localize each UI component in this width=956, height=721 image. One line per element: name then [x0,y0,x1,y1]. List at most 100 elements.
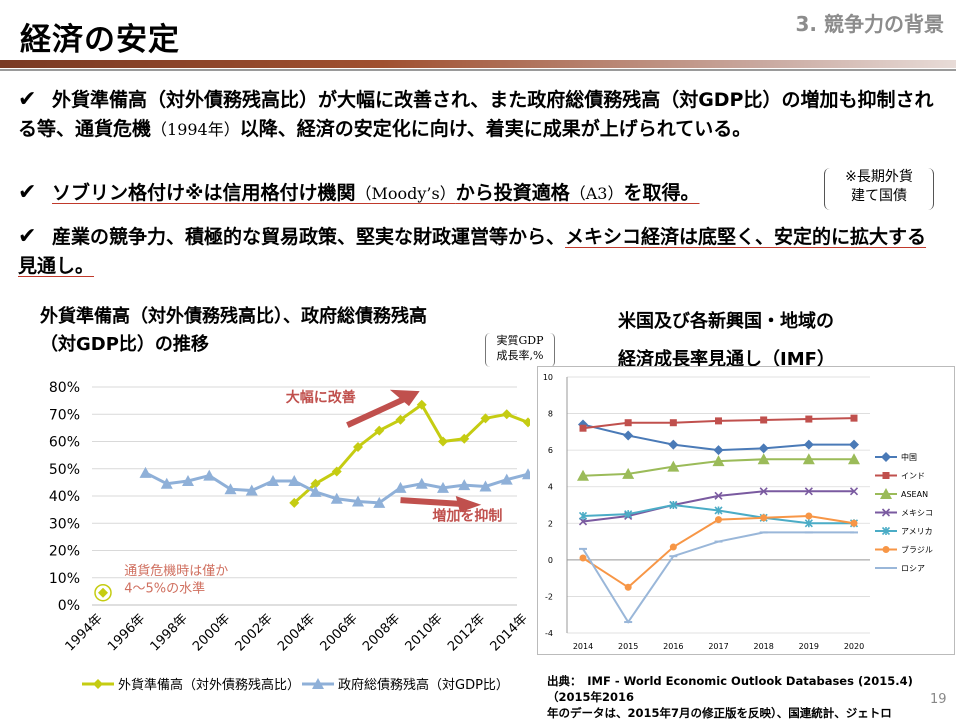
bullet-1-text-c: 以降、経済の安定化に向け、着実に成果が上げられている。 [239,118,752,140]
x-tick-label: 2002年 [233,611,276,654]
y-tick-label: 0 [548,556,553,565]
source-line-2: 年のデータは、2015年7月の修正版を反映）、国連統計、ジェトロ [547,706,892,720]
legend-marker [881,452,891,462]
data-point [622,467,635,479]
annotation-crisis-line-1: 通貨危機時は僅か [124,563,228,579]
x-tick-label: 2018 [753,642,773,651]
bullet-2: ✔ ソブリン格付け※は信用格付け機関（Moody’s）から投資適格（A3）を取得。 [18,178,818,208]
data-point [331,466,342,477]
bullet-3-text-a: 産業の競争力、積極的な貿易政策、堅実な財政運営等から、 [52,226,566,248]
data-point [267,475,279,487]
y-tick-label: 10 [543,373,553,382]
data-point [712,455,725,467]
annotation-crisis-line-2: 4〜5%の水準 [124,581,205,597]
data-point [759,531,768,534]
right-chart-frame [537,366,955,655]
unit-note-line-1: 実質GDP [496,334,544,347]
x-tick-label: 2000年 [190,611,233,654]
x-tick-label: 2014 [573,642,593,651]
data-point [624,510,633,519]
data-point [669,500,678,510]
data-point [803,439,814,450]
footnote-box: ※長期外貨 建て国債 [824,168,934,210]
legend-label: 政府総債務残高（対GDP比） [338,677,509,693]
x-tick-label: 2004年 [275,611,318,654]
data-point [522,468,530,480]
data-point [667,460,680,472]
x-tick-label: 2015 [618,642,638,651]
legend-label: メキシコ [901,509,933,518]
right-chart-title-line-1: 米国及び各新興国・地域の [618,311,834,332]
x-tick-label: 1996年 [105,611,148,654]
data-point [850,531,858,534]
legend-label: 中国 [901,452,917,462]
data-point [577,469,589,481]
data-point [373,496,386,508]
data-point [415,477,428,489]
legend-marker [881,526,891,536]
bullet-1-text-b: （1994年） [151,120,240,139]
data-point [500,473,513,485]
bullet-2-text-a: ソブリン格付け※は信用格付け機関 [52,182,356,204]
annotation-restrain: 増加を抑制 [432,508,502,525]
data-point [805,415,813,423]
data-point [758,443,769,454]
series-line [582,531,854,624]
bullet-2-text-b: （Moody’s） [355,184,456,203]
data-point [245,484,258,496]
bullet-2-text-c: から投資適格 [455,182,570,204]
data-point [579,547,587,550]
data-point [224,483,237,495]
x-tick-label: 1998年 [148,611,191,654]
data-point [714,506,723,515]
y-tick-label: 70% [49,407,80,423]
data-point [203,469,216,481]
data-point [759,487,768,496]
data-point [760,514,768,522]
right-chart-title-line-2: 経済成長率見通し（IMF） [618,349,835,370]
data-point [459,433,470,444]
series-line [582,514,855,589]
legend-marker [882,472,890,479]
data-point [438,436,448,447]
y-tick-label: 8 [548,410,553,419]
footnote-line-1: ※長期外貨 [845,169,913,185]
data-point [802,453,815,465]
legend-label: 外貨準備高（対外債務残高比） [118,677,300,693]
data-point [624,419,632,427]
data-point [848,453,860,465]
data-point [669,543,677,551]
legend-label: ブラジル [901,545,933,555]
left-chart-title-line-1: 外貨準備高（対外債務残高比）、政府総債務残高 [40,306,427,327]
legend-label: ASEAN [901,490,928,499]
data-point [139,466,152,478]
data-point [804,519,813,528]
data-point [579,424,587,432]
legend-label: アメリカ [901,527,933,536]
data-point [849,439,859,450]
check-icon: ✔ [18,180,37,205]
x-tick-label: 2014年 [488,611,530,654]
legend-label: ロシア [901,564,925,573]
data-point [713,445,724,456]
data-point [624,621,633,624]
series-line [293,402,529,504]
y-tick-label: 60% [49,435,80,451]
x-tick-label: 2008年 [360,611,403,654]
data-point [289,497,300,508]
data-point [850,519,858,527]
data-point [330,492,343,504]
data-point [288,475,301,487]
data-point [715,516,722,524]
improve-arrow-head [389,389,420,407]
source-line-1: 出典： IMF - World Economic Outlook Databas… [547,674,913,704]
legend-marker [881,508,891,517]
x-tick-label: 2012年 [445,611,488,654]
point-1994 [98,587,108,598]
x-tick-label: 2016 [663,642,683,651]
legend-marker [882,546,890,553]
bullet-2-text-e: を取得。 [623,182,700,204]
data-point [714,491,723,500]
left-chart-title-line-2: （対GDP比）の推移 [40,334,209,355]
right-chart: 10 8 6 4 2 0 -2 -4 2014 2015 2016 2017 2018 2019 2020 中… [543,373,933,651]
